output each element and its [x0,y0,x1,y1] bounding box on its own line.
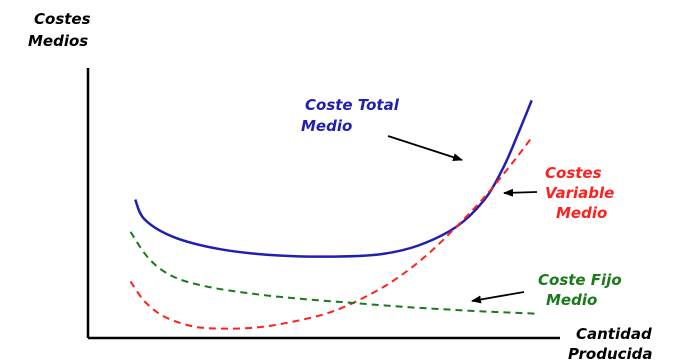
annotation-arrow-coste-total [387,135,463,162]
series-line-coste-fijo-medio [129,231,537,315]
x-axis-label-line: Producida [568,345,653,361]
annotation-line: Variable [545,184,614,202]
annotation-coste-total-medio: Coste Total Medio [301,96,404,135]
x-axis-label: Cantidad Producida [568,325,657,361]
annotation-line: Costes [545,164,602,182]
y-axis-label: Costes Medios [28,10,96,50]
annotation-arrow-costes-variable [503,188,538,197]
series-line-costes-variable-medio [129,136,533,330]
annotation-line: Coste Fijo [538,271,622,289]
y-axis-label-line: Medios [28,32,88,50]
annotation-line: Medio [301,117,352,135]
annotation-coste-fijo-medio: Coste Fijo Medio [538,271,627,309]
y-axis-label-line: Costes [34,10,91,28]
annotation-line: Coste Total [305,96,400,114]
series-line-coste-total-medio [134,99,533,258]
annotation-line: Medio [546,291,597,309]
annotation-line: Medio [556,204,607,222]
annotation-costes-variable-medio: Costes Variable Medio [545,164,620,222]
x-axis-label-line: Cantidad [576,325,652,343]
annotation-arrow-coste-fijo [471,291,525,304]
